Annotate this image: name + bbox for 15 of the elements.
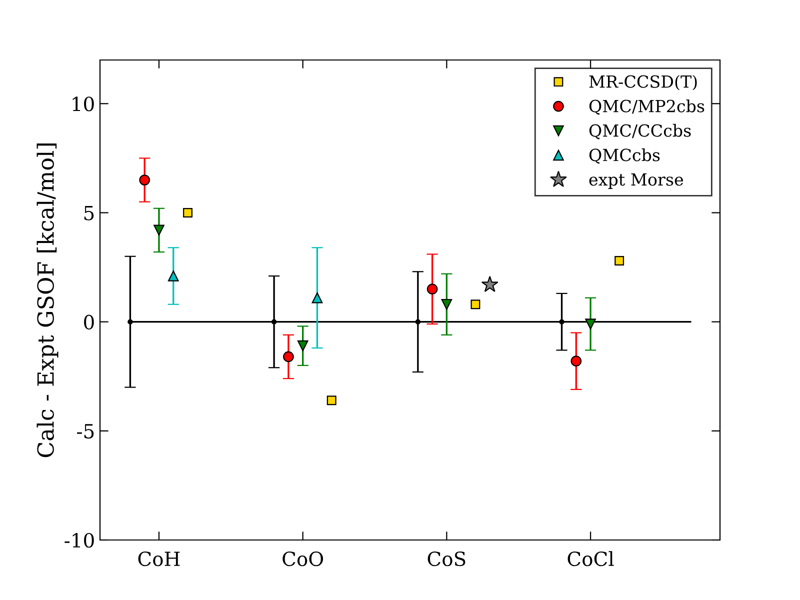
- y-tick-label: 5: [84, 206, 94, 220]
- x-tick-label: CoO: [282, 551, 324, 566]
- legend-label: MR-CCSD(T): [589, 75, 697, 90]
- x-tick-label: CoS: [428, 551, 466, 566]
- y-tick-label: 10: [72, 96, 94, 112]
- x-tick-label: CoCl: [568, 551, 614, 566]
- x-tick-label: CoH: [138, 551, 180, 566]
- y-axis-title: Calc - Expt GSOF [kcal/mol]: [36, 144, 58, 458]
- y-tick-label: -5: [77, 424, 94, 439]
- legend-label: QMC/MP2cbs: [589, 99, 704, 115]
- y-tick-label: -10: [64, 532, 94, 548]
- legend-label: QMCcbs: [589, 148, 660, 164]
- legend-label: QMC/CCcbs: [589, 124, 691, 140]
- legend-label: expt Morse: [589, 173, 684, 189]
- y-tick-label: 0: [84, 314, 94, 330]
